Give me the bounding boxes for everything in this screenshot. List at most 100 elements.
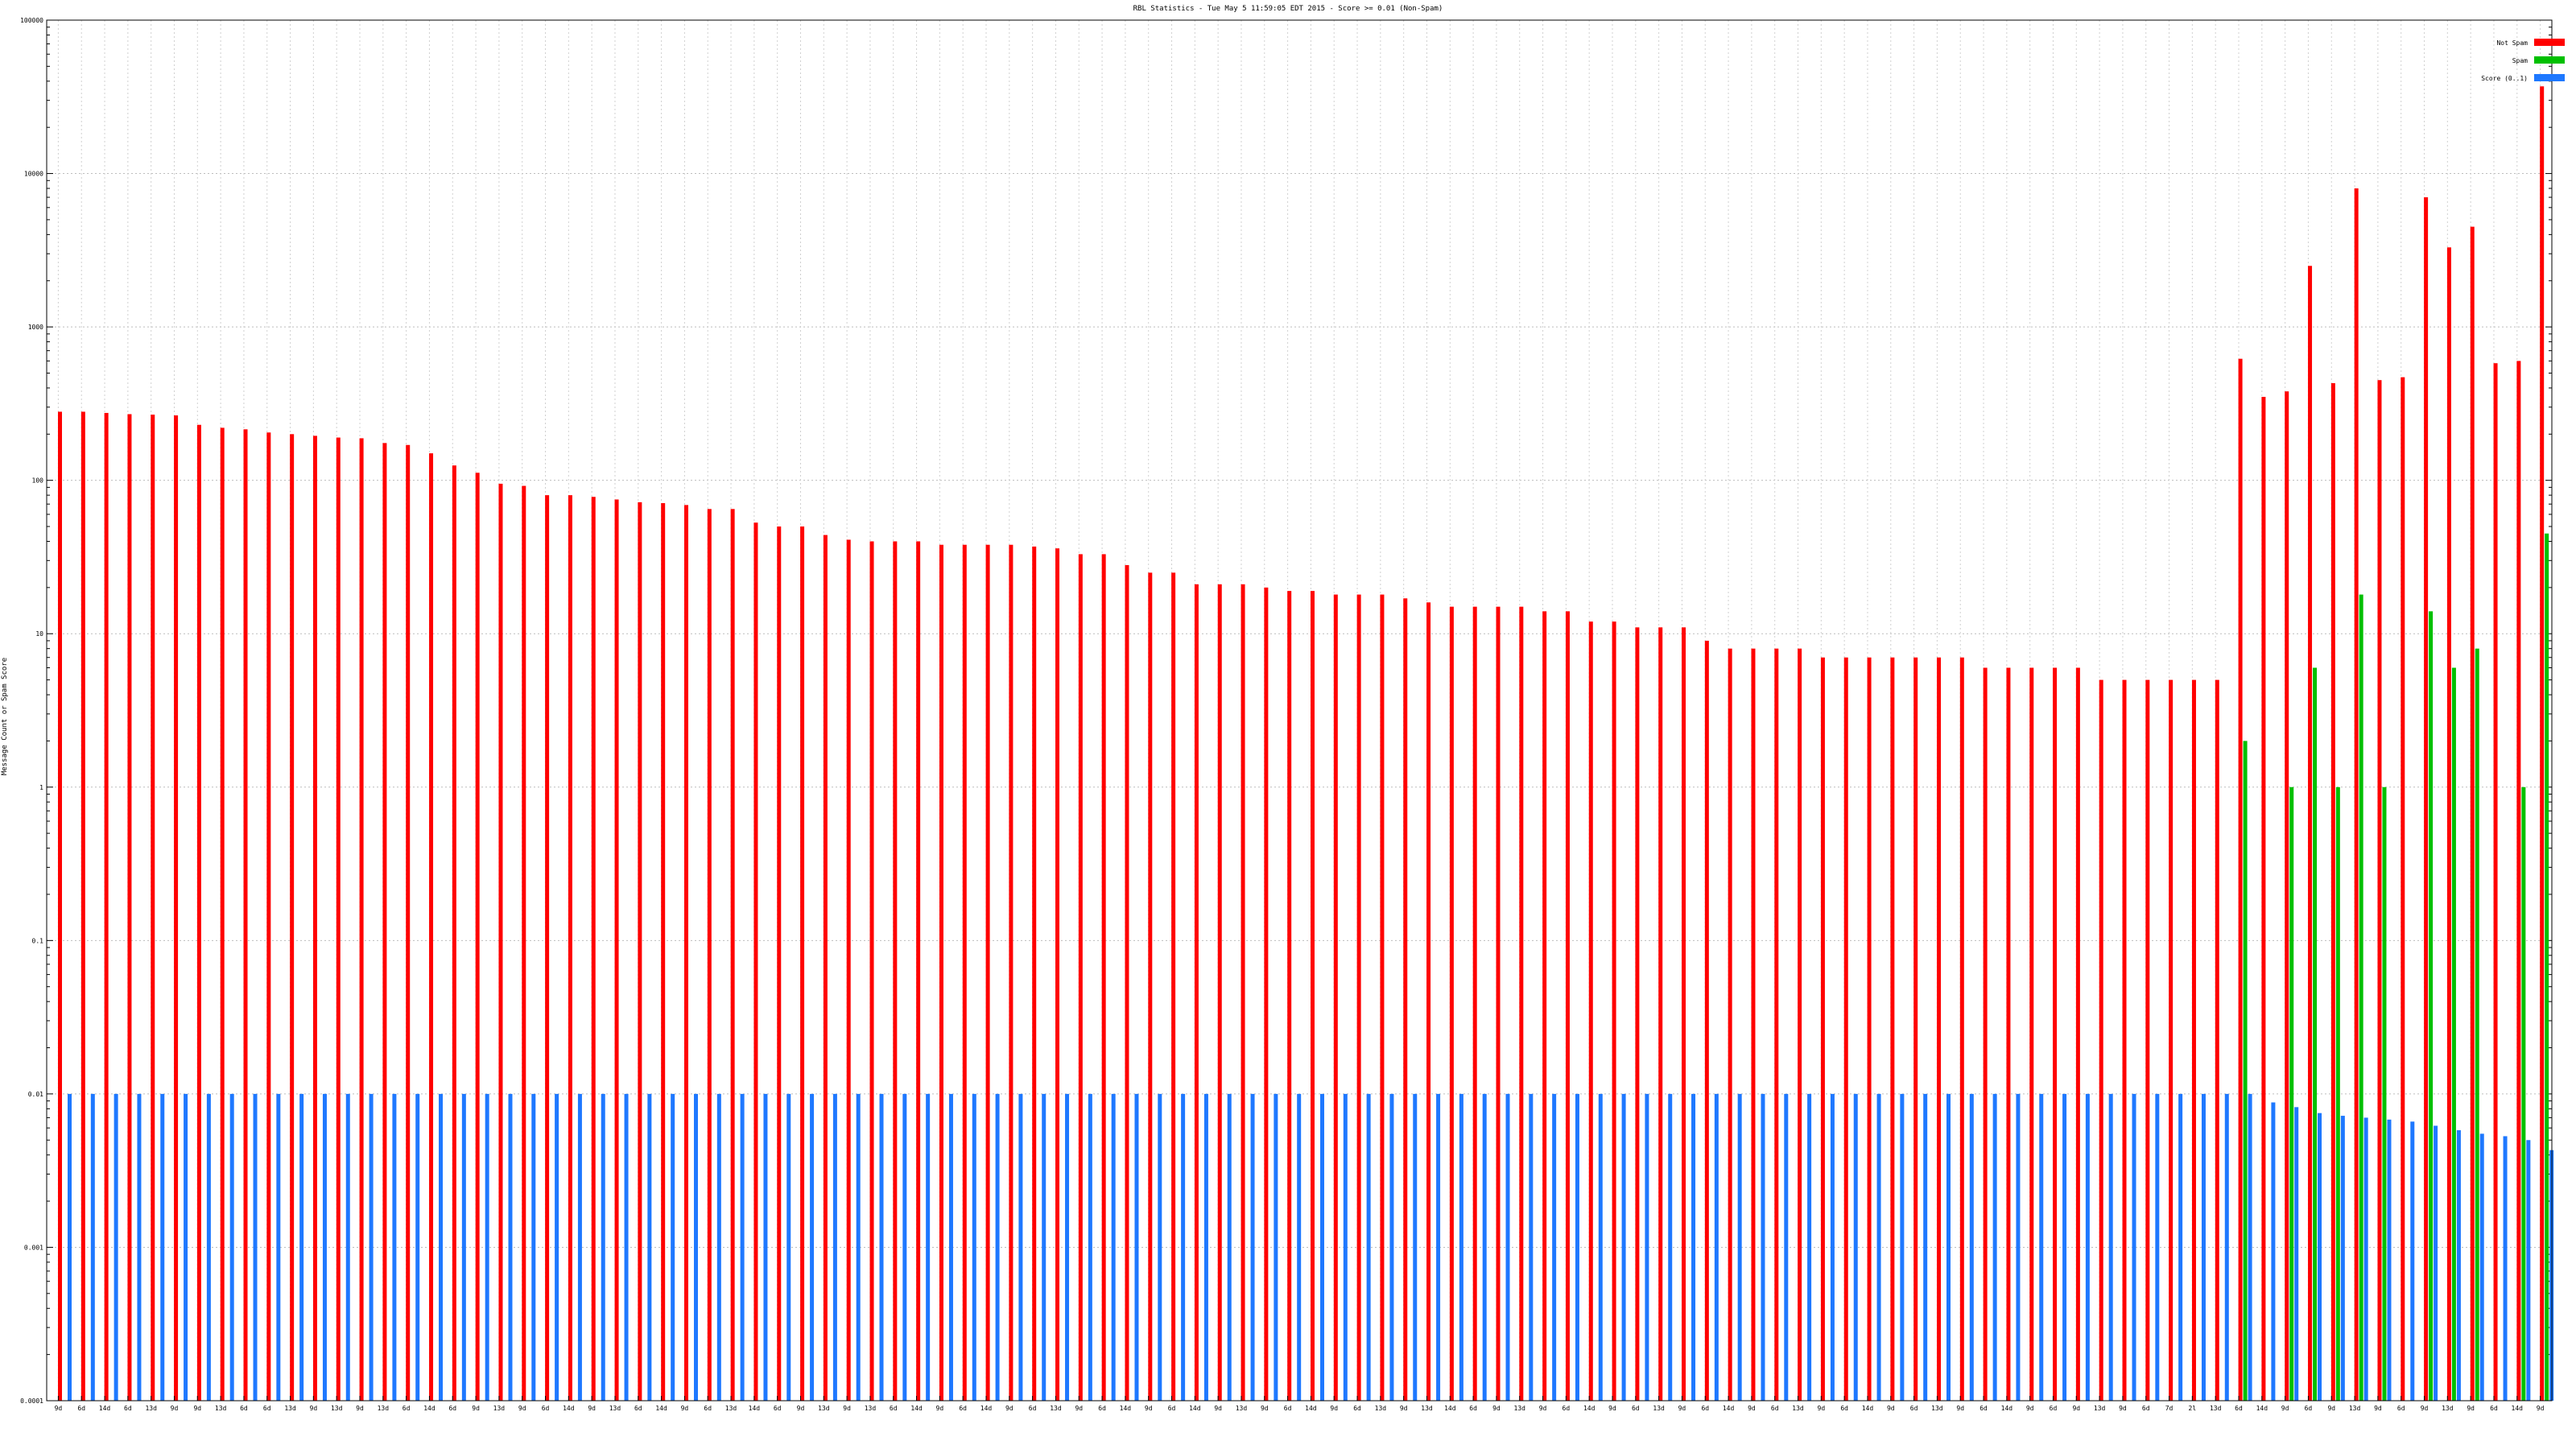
x-tick-label: 13d — [818, 1405, 830, 1412]
x-tick-label: 9d — [472, 1405, 480, 1412]
bar-score — [671, 1093, 675, 1401]
x-tick-label: 9d — [55, 1405, 63, 1412]
bar-not-spam — [58, 411, 62, 1401]
bar-score — [1923, 1093, 1928, 1401]
bar-not-spam — [1148, 572, 1153, 1401]
x-tick-label: 9d — [1678, 1405, 1686, 1412]
x-tick-label: 13d — [1931, 1405, 1943, 1412]
bar-not-spam — [985, 544, 990, 1401]
bar-score — [2248, 1093, 2252, 1401]
bar-not-spam — [1194, 584, 1199, 1401]
x-tick-label: 14d — [1120, 1405, 1132, 1412]
bar-score — [1598, 1093, 1603, 1401]
bar-not-spam — [707, 509, 712, 1401]
bar-not-spam — [452, 465, 456, 1401]
x-tick-label: 6d — [1771, 1405, 1779, 1412]
bar-not-spam — [1078, 554, 1083, 1401]
x-tick-label: 9d — [1748, 1405, 1756, 1412]
bar-score — [206, 1093, 211, 1401]
bar-not-spam — [1426, 602, 1431, 1401]
bar-not-spam — [522, 485, 526, 1401]
bar-not-spam — [1125, 565, 1129, 1401]
x-tick-label: 9d — [797, 1405, 805, 1412]
bar-not-spam — [1449, 606, 1454, 1401]
bar-not-spam — [1682, 627, 1686, 1401]
bar-not-spam — [1217, 584, 1222, 1401]
x-tick-label: 6d — [1979, 1405, 1988, 1412]
legend-label: Score (0..1) — [2481, 75, 2528, 82]
x-tick-label: 13d — [378, 1405, 390, 1412]
x-tick-label: 13d — [1421, 1405, 1433, 1412]
x-tick-label: 6d — [263, 1405, 271, 1412]
bar-score — [1413, 1093, 1418, 1401]
bar-score — [716, 1093, 721, 1401]
bar-score — [2294, 1107, 2299, 1401]
bar-not-spam — [1496, 606, 1501, 1401]
bar-score — [2224, 1093, 2229, 1401]
bar-not-spam — [1704, 640, 1709, 1401]
bar-score — [369, 1093, 374, 1401]
x-tick-label: 13d — [2094, 1405, 2106, 1412]
bar-not-spam — [2401, 377, 2405, 1401]
bar-not-spam — [1403, 598, 1408, 1401]
x-tick-label: 13d — [865, 1405, 877, 1412]
x-tick-label: 9d — [936, 1405, 944, 1412]
bar-not-spam — [1867, 657, 1872, 1401]
bar-not-spam — [475, 473, 480, 1402]
bar-not-spam — [753, 522, 758, 1401]
bar-spam — [2335, 786, 2340, 1401]
x-tick-label: 6d — [1563, 1405, 1571, 1412]
bar-score — [1552, 1093, 1557, 1401]
x-tick-label: 13d — [725, 1405, 737, 1412]
bar-score — [2363, 1117, 2368, 1401]
x-tick-label: 6d — [1910, 1405, 1918, 1412]
x-tick-label: 9d — [2467, 1405, 2475, 1412]
bar-score — [485, 1093, 489, 1401]
x-tick-label: 6d — [1840, 1405, 1848, 1412]
bar-spam — [2545, 533, 2549, 1401]
x-tick-label: 13d — [1792, 1405, 1804, 1412]
bar-score — [926, 1093, 931, 1401]
bar-score — [1134, 1093, 1139, 1401]
y-tick-label: 0.001 — [24, 1244, 43, 1251]
x-tick-label: 14d — [1444, 1405, 1456, 1412]
bar-not-spam — [1565, 611, 1570, 1401]
y-tick-label: 0.0001 — [20, 1397, 43, 1405]
bar-not-spam — [2424, 197, 2429, 1401]
bar-not-spam — [406, 444, 411, 1401]
x-tick-label: 6d — [2397, 1405, 2405, 1412]
bar-not-spam — [2075, 667, 2080, 1401]
bar-score — [1807, 1093, 1812, 1401]
bar-not-spam — [2308, 266, 2313, 1401]
bar-score — [2410, 1121, 2415, 1401]
bar-score — [2062, 1093, 2067, 1401]
x-tick-label: 9d — [1261, 1405, 1269, 1412]
bar-score — [2340, 1116, 2345, 1401]
x-tick-label: 9d — [2281, 1405, 2289, 1412]
x-tick-label: 14d — [1723, 1405, 1735, 1412]
bar-not-spam — [893, 541, 898, 1401]
bar-score — [1088, 1093, 1092, 1401]
bar-not-spam — [1055, 548, 1060, 1401]
bar-not-spam — [2261, 396, 2266, 1402]
bar-score — [253, 1093, 258, 1401]
x-tick-label: 14d — [1583, 1405, 1596, 1412]
x-tick-label: 9d — [2072, 1405, 2080, 1412]
bar-not-spam — [661, 503, 666, 1401]
bar-score — [1018, 1093, 1023, 1401]
bar-score — [439, 1093, 444, 1401]
bar-not-spam — [196, 424, 201, 1401]
bar-not-spam — [568, 495, 572, 1401]
x-tick-label: 6d — [1701, 1405, 1709, 1412]
x-tick-label: 6d — [1353, 1405, 1361, 1412]
bar-not-spam — [429, 453, 434, 1401]
bar-score — [1830, 1093, 1835, 1401]
bar-not-spam — [2215, 679, 2219, 1401]
x-tick-label: 13d — [1514, 1405, 1526, 1412]
x-tick-label: 6d — [634, 1405, 642, 1412]
x-axis-ticks: 9d 6d 14d 6d 13d 9d 9d 13d 6d 6d 13d 9d 13d 9d 13d 6d 14… — [55, 1396, 2545, 1412]
bar-spam — [2475, 648, 2479, 1401]
bar-not-spam — [1820, 657, 1825, 1401]
x-tick-label: 9d — [1608, 1405, 1616, 1412]
